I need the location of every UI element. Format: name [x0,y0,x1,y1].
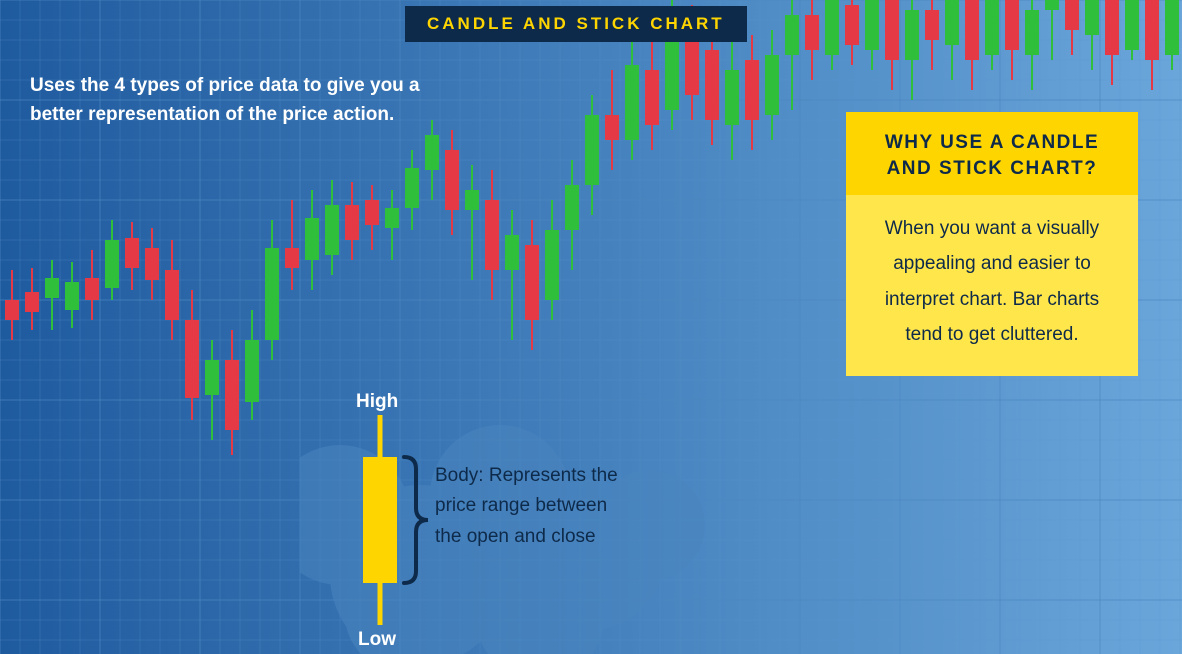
why-callout-body: When you want a visually appealing and e… [846,195,1138,376]
candle-anatomy: High Low Body: Represents the price rang… [300,385,720,654]
infographic-stage: CANDLE AND STICK CHART Uses the 4 types … [0,0,1182,654]
high-label: High [356,391,398,413]
why-callout-heading: WHY USE A CANDLE AND STICK CHART? [846,112,1138,195]
title-text: CANDLE AND STICK CHART [427,14,725,33]
intro-text: Uses the 4 types of price data to give y… [30,72,420,129]
low-label: Low [358,629,396,651]
title-banner: CANDLE AND STICK CHART [405,6,747,42]
why-callout: WHY USE A CANDLE AND STICK CHART? When y… [846,112,1138,376]
body-label: Body: Represents the price range between… [435,461,635,552]
